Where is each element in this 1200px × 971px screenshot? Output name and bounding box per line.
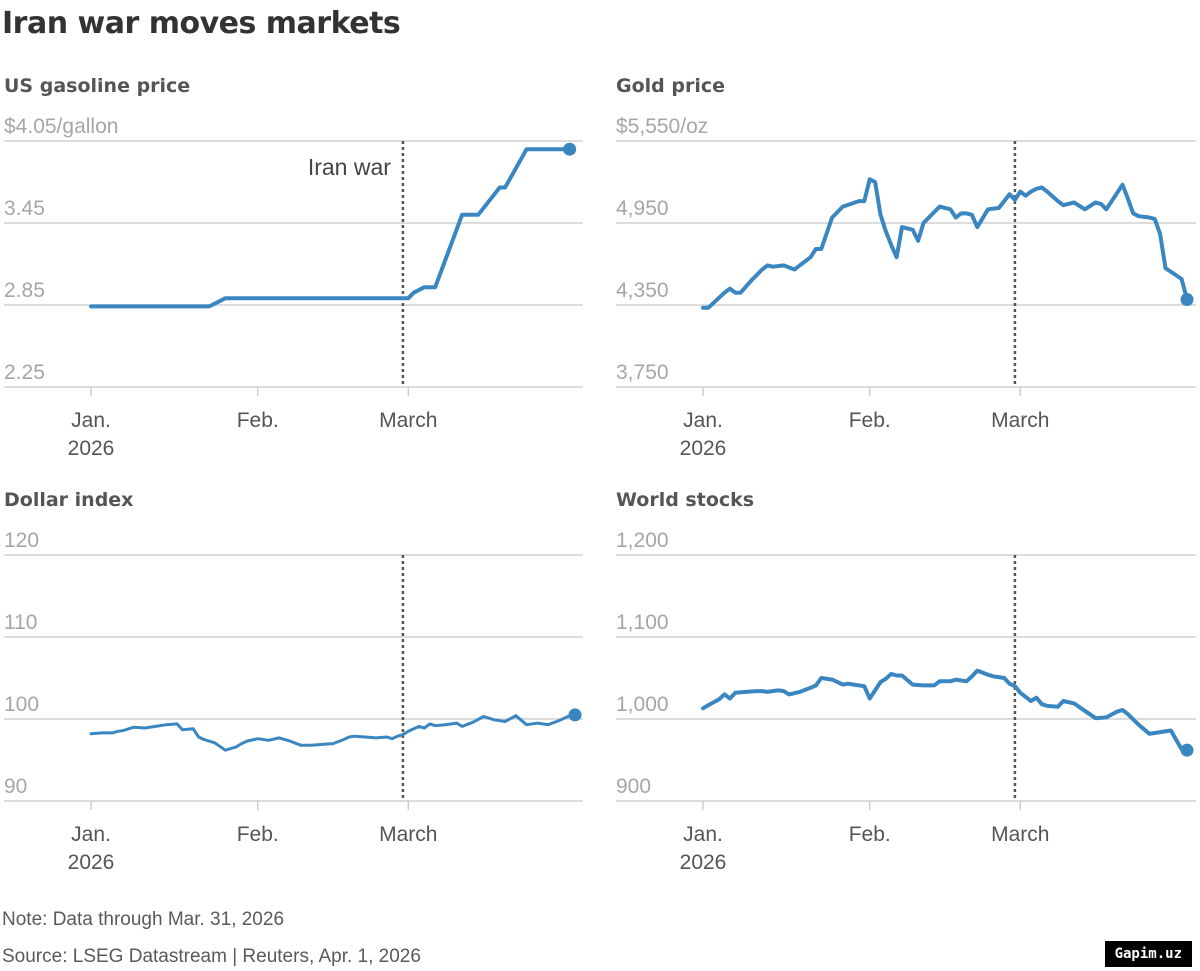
end-point xyxy=(1180,293,1194,307)
y-tick-label: 120 xyxy=(4,529,39,552)
x-tick-label-line: Feb. xyxy=(849,823,891,846)
y-tick-label: 2.85 xyxy=(4,279,45,302)
x-tick-label-line: 2026 xyxy=(68,437,115,460)
y-tick-label: 3.45 xyxy=(4,197,45,220)
y-tick-label: $4.05/gallon xyxy=(4,115,118,138)
chart-title: Dollar index xyxy=(4,489,133,511)
x-tick-label: Jan. 2026 xyxy=(680,823,727,874)
x-tick-label: Feb. xyxy=(849,823,891,846)
y-tick-label: 90 xyxy=(4,775,27,798)
x-tick-label-line: March xyxy=(991,409,1049,432)
y-tick-label: 110 xyxy=(4,611,37,634)
x-tick-label-line: March xyxy=(379,823,437,846)
y-tick-label: 3,750 xyxy=(616,361,669,384)
chart-panel: Dollar index 120 110 100 90 Jan. 2026 Feb. March xyxy=(4,489,583,874)
x-tick-label-line: Feb. xyxy=(237,409,279,432)
x-tick-label: March xyxy=(991,823,1049,846)
y-tick-label: 4,950 xyxy=(616,197,669,220)
x-tick-label-line: 2026 xyxy=(680,437,727,460)
x-tick-label-line: March xyxy=(379,409,437,432)
x-tick-label-line: March xyxy=(991,823,1049,846)
chart-note: Note: Data through Mar. 31, 2026 xyxy=(2,909,285,930)
x-tick-label: Jan. 2026 xyxy=(680,409,727,460)
event-label: Iran war xyxy=(308,154,391,180)
chart-panel: US gasoline price $4.05/gallon 3.45 2.85 2.2… xyxy=(4,75,583,460)
y-tick-label: 1,100 xyxy=(616,611,669,634)
x-tick-label-line: Jan. xyxy=(683,823,723,846)
x-tick-label-line: Jan. xyxy=(71,823,111,846)
end-point xyxy=(563,142,577,156)
y-tick-label: $5,550/oz xyxy=(616,115,708,138)
y-tick-label: 1,200 xyxy=(616,529,669,552)
x-tick-label: March xyxy=(379,823,437,846)
page-title: Iran war moves markets xyxy=(2,6,401,41)
chart-source: Source: LSEG Datastream | Reuters, Apr. … xyxy=(2,946,421,967)
x-tick-label: Jan. 2026 xyxy=(68,409,115,460)
x-tick-label: March xyxy=(991,409,1049,432)
x-tick-label-line: Feb. xyxy=(849,409,891,432)
chart-panel: Gold price $5,550/oz 4,950 4,350 3,750 Jan. 20… xyxy=(616,75,1196,460)
x-tick-label: Feb. xyxy=(237,409,279,432)
x-tick-label: March xyxy=(379,409,437,432)
y-tick-label: 900 xyxy=(616,775,651,798)
x-tick-label-line: Feb. xyxy=(237,823,279,846)
y-tick-label: 4,350 xyxy=(616,279,669,302)
x-tick-label: Feb. xyxy=(849,409,891,432)
y-tick-label: 100 xyxy=(4,693,39,716)
x-tick-label-line: Jan. xyxy=(71,409,111,432)
series-line xyxy=(701,668,1189,753)
y-tick-label: 1,000 xyxy=(616,693,669,716)
chart-title: Gold price xyxy=(616,75,725,97)
y-tick-label: 2.25 xyxy=(4,361,45,384)
end-point xyxy=(568,708,582,722)
watermark-logo: Gapim.uz xyxy=(1104,941,1192,967)
end-point xyxy=(1180,743,1194,757)
x-tick-label-line: Jan. xyxy=(683,409,723,432)
series-line xyxy=(89,147,572,309)
chart-title: World stocks xyxy=(616,489,754,511)
series-line xyxy=(701,177,1189,310)
x-tick-label: Feb. xyxy=(237,823,279,846)
x-tick-label-line: 2026 xyxy=(68,851,115,874)
chart-panel: World stocks 1,200 1,100 1,000 900 Jan. 2026 Fe… xyxy=(616,489,1196,874)
chart-title: US gasoline price xyxy=(4,75,190,97)
series-line xyxy=(89,713,577,752)
x-tick-label: Jan. 2026 xyxy=(68,823,115,874)
x-tick-label-line: 2026 xyxy=(680,851,727,874)
